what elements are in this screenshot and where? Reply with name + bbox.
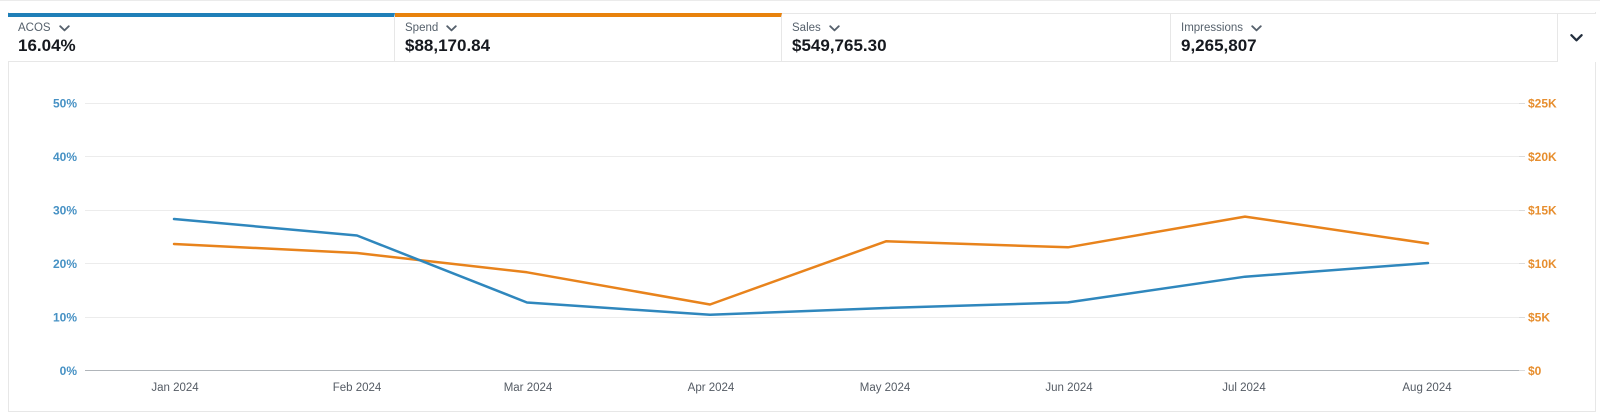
svg-text:Apr 2024: Apr 2024 xyxy=(688,382,735,394)
svg-text:40%: 40% xyxy=(53,150,77,164)
svg-text:$25K: $25K xyxy=(1528,97,1557,111)
svg-text:Aug 2024: Aug 2024 xyxy=(1402,382,1452,394)
svg-text:0%: 0% xyxy=(60,364,78,378)
svg-text:$0: $0 xyxy=(1528,364,1542,378)
svg-text:Jul 2024: Jul 2024 xyxy=(1222,382,1266,394)
svg-text:Jun 2024: Jun 2024 xyxy=(1045,382,1093,394)
svg-text:$10K: $10K xyxy=(1528,257,1557,271)
svg-text:May 2024: May 2024 xyxy=(860,382,911,394)
svg-text:$20K: $20K xyxy=(1528,150,1557,164)
svg-text:$5K: $5K xyxy=(1528,311,1550,325)
svg-text:10%: 10% xyxy=(53,311,77,325)
svg-text:50%: 50% xyxy=(53,97,77,111)
svg-text:20%: 20% xyxy=(53,257,77,271)
svg-text:$15K: $15K xyxy=(1528,204,1557,218)
svg-text:30%: 30% xyxy=(53,204,77,218)
svg-text:Jan 2024: Jan 2024 xyxy=(151,382,199,394)
svg-text:Feb 2024: Feb 2024 xyxy=(333,382,382,394)
svg-text:Mar 2024: Mar 2024 xyxy=(504,382,553,394)
